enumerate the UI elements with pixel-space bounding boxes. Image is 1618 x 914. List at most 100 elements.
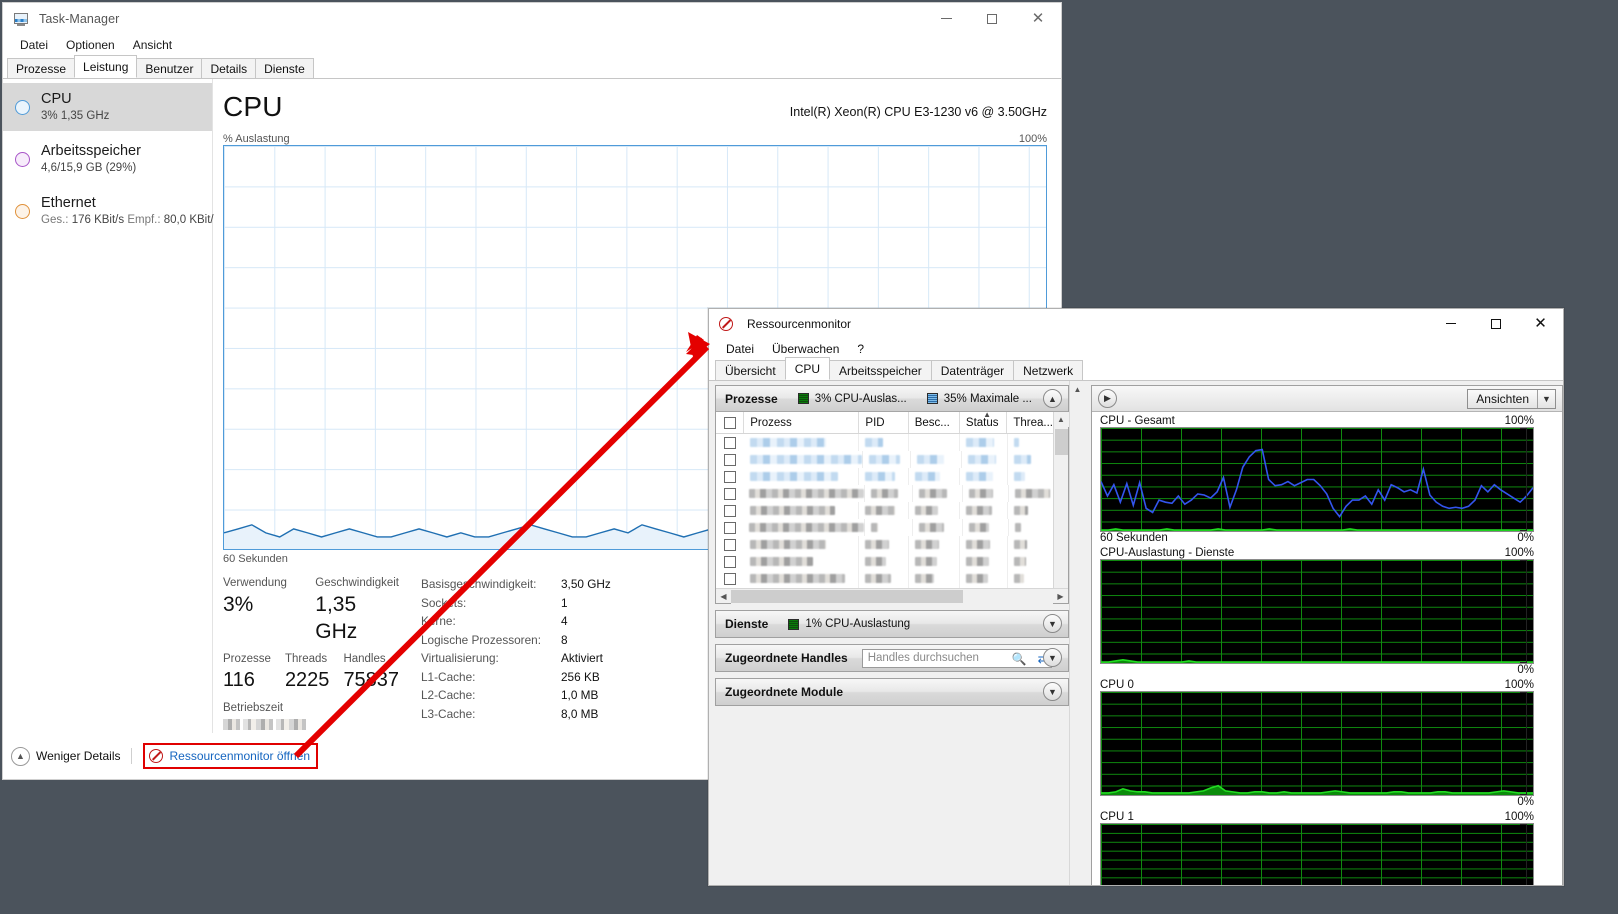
stat-handles-value: 75837 [343,669,400,691]
tab-uebersicht[interactable]: Übersicht [715,360,786,380]
sidebar-item-arbeitsspeicher[interactable]: Arbeitsspeicher 4,6/15,9 GB (29%) [3,135,212,183]
open-resource-monitor-label: Ressourcenmonitor öffnen [169,749,311,763]
tab-datentraeger[interactable]: Datenträger [930,360,1015,380]
detail-virtualisierung-key: Virtualisierung: [421,651,499,665]
search-icon[interactable]: 🔍 [1011,651,1027,666]
hscrollbar-thumb[interactable] [731,589,963,603]
expand-button[interactable]: ▼ [1043,682,1062,701]
menu-datei[interactable]: Datei [20,38,49,52]
table-row[interactable] [716,587,1053,588]
column-prozess[interactable]: Prozess [744,412,860,433]
redacted-value [865,438,884,447]
chevron-down-icon[interactable]: ▼ [1542,393,1551,404]
table-row[interactable] [716,502,1053,519]
close-button[interactable]: ✕ [1518,309,1563,338]
left-pane-scrollbar[interactable]: ▲ [1069,381,1085,885]
scroll-up-icon[interactable]: ▲ [1070,382,1085,397]
minimize-button[interactable] [1428,309,1473,338]
tab-benutzer[interactable]: Benutzer [136,58,203,78]
scroll-up-icon[interactable]: ▲ [1053,412,1069,427]
sidebar-item-ethernet[interactable]: Ethernet Ges.: 176 KBit/s Empf.: 80,0 KB… [3,187,214,235]
table-row[interactable] [716,485,1053,502]
row-checkbox[interactable] [723,487,736,500]
process-table-horizontal-scrollbar[interactable]: ◀ ▶ [716,588,1068,604]
panel-dienste: Dienste 1% CPU-Auslastung ▼ [715,610,1069,638]
column-beschreibung[interactable]: Besc... [909,412,960,433]
table-row[interactable] [716,434,1053,451]
redacted-value [966,506,993,515]
row-checkbox[interactable] [724,572,737,585]
column-status[interactable]: ▲ Status [960,412,1008,433]
row-checkbox[interactable] [724,470,737,483]
stat-geschwindigkeit-value: 1,35 GHz [315,593,358,643]
open-resource-monitor-link[interactable]: Ressourcenmonitor öffnen [143,743,319,769]
close-button[interactable]: ✕ [1015,3,1061,34]
maximize-button[interactable] [969,3,1015,34]
table-row[interactable] [716,570,1053,587]
minimize-button[interactable] [923,3,969,34]
panel-zugeordnete-handles: Zugeordnete Handles Handles durchsuchen … [715,644,1069,672]
process-table-vertical-scrollbar[interactable]: ▲ [1053,412,1069,588]
panel-prozesse-header[interactable]: Prozesse 3% CPU-Auslas... 35% Maximale .… [716,386,1068,412]
row-checkbox[interactable] [724,436,737,449]
tab-prozesse[interactable]: Prozesse [7,58,76,78]
table-row[interactable] [716,536,1053,553]
panel-zugeordnete-module-header[interactable]: Zugeordnete Module ▼ [716,679,1068,705]
table-row[interactable] [716,519,1053,536]
redacted-value [871,523,879,532]
row-checkbox[interactable] [724,504,737,517]
maximize-button[interactable] [1473,309,1518,338]
row-checkbox[interactable] [723,521,736,534]
tab-cpu[interactable]: CPU [784,357,831,380]
resourcemonitor-icon [719,317,733,331]
tab-arbeitsspeicher[interactable]: Arbeitsspeicher [829,360,932,380]
panel-zugeordnete-handles-header[interactable]: Zugeordnete Handles Handles durchsuchen … [716,645,1068,671]
handles-search-placeholder: Handles durchsuchen [867,652,979,664]
table-row[interactable] [716,451,1053,468]
collapse-button[interactable]: ▲ [1043,389,1062,408]
menu-ueberwachen[interactable]: Überwachen [772,342,840,356]
redacted-value [1013,438,1019,447]
ansichten-dropdown[interactable]: Ansichten ▼ [1467,388,1556,409]
hscroll-track[interactable] [731,588,1053,604]
handles-search-input[interactable]: Handles durchsuchen 🔍 ⇄ [861,648,1052,668]
tab-dienste[interactable]: Dienste [255,58,314,78]
detail-l2-cache-value: 1,0 MB [561,688,599,702]
scrollbar-thumb[interactable] [1054,429,1068,455]
expand-button[interactable]: ▼ [1043,614,1062,633]
menu-optionen[interactable]: Optionen [66,38,115,52]
scroll-right-icon[interactable]: ▶ [1057,591,1064,601]
menu-ansicht[interactable]: Ansicht [132,38,173,52]
tab-leistung[interactable]: Leistung [74,55,138,78]
row-checkbox[interactable] [724,538,737,551]
tab-details[interactable]: Details [201,58,257,78]
row-checkbox[interactable] [723,453,736,466]
redacted-value [865,540,890,549]
redacted-value [917,455,945,464]
redacted-value [966,557,990,566]
row-checkbox[interactable] [724,555,737,568]
resource-monitor-window-controls: ✕ [1428,309,1563,338]
sidebar-item-cpu[interactable]: CPU 3% 1,35 GHz [3,83,212,131]
process-rows [716,434,1053,588]
table-header-row: Prozess PID Besc... ▲ Status Threa... [716,412,1053,434]
stat-prozesse-value: 116 [223,669,255,691]
panel-dienste-header[interactable]: Dienste 1% CPU-Auslastung ▼ [716,611,1068,637]
scroll-left-icon[interactable]: ◀ [720,591,727,601]
select-all-checkbox-header[interactable] [716,412,745,433]
chevron-right-icon[interactable]: ▶ [1098,389,1117,408]
menu-help[interactable]: ? [857,342,865,356]
redacted-value [750,472,839,481]
weniger-details-button[interactable]: ▲ Weniger Details [11,746,120,766]
column-threads[interactable]: Threa... [1013,416,1053,429]
ethernet-recv-label: Empf.: [127,213,161,226]
tab-netzwerk[interactable]: Netzwerk [1013,360,1084,380]
expand-button[interactable]: ▼ [1043,648,1062,667]
menu-datei[interactable]: Datei [726,342,755,356]
table-row[interactable] [716,468,1053,485]
graph-toolbar: ▶ Ansichten ▼ [1092,386,1562,412]
refresh-icon[interactable]: ⇄ [1038,652,1048,666]
column-pid[interactable]: PID [859,412,909,433]
graph-min-label: 0% [1517,664,1534,676]
table-row[interactable] [716,553,1053,570]
